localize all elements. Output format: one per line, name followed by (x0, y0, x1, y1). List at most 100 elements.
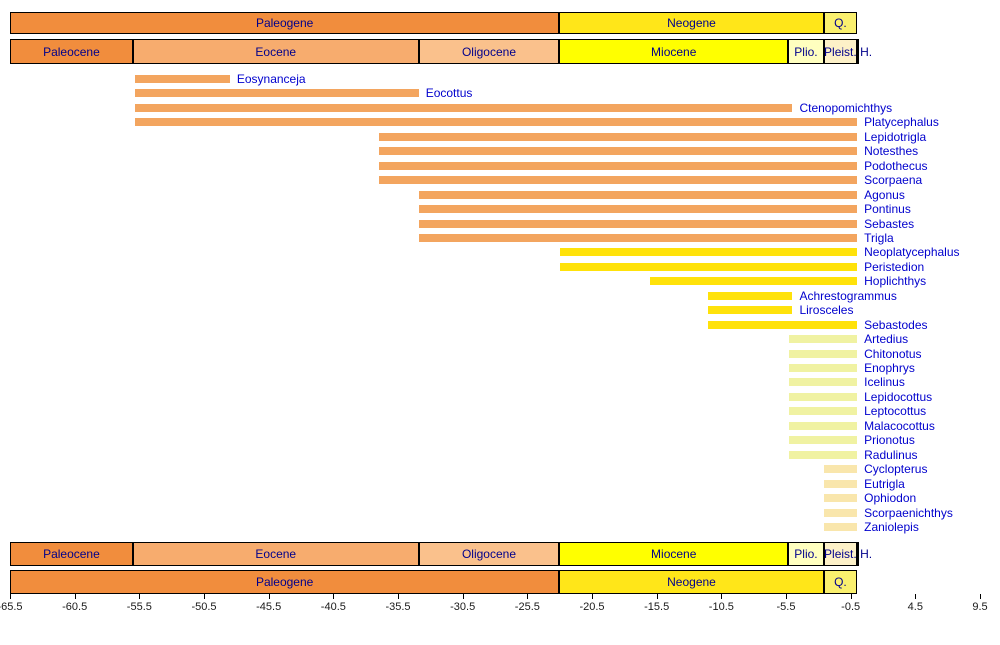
epoch-bottom-pleist-label: Pleist. (824, 547, 857, 561)
epoch-top-plio-box: Plio. (788, 39, 824, 64)
taxon-label-radulinus: Radulinus (864, 447, 918, 462)
taxon-label-pontinus: Pontinus (864, 202, 911, 217)
taxon-range-bar-sebastodes (708, 320, 858, 329)
taxon-label-lirosceles: Lirosceles (799, 303, 854, 318)
epoch-top-eocene-label: Eocene (255, 44, 297, 59)
taxon-label-trigla: Trigla (864, 230, 894, 245)
taxon-range-bar-agonus (418, 190, 858, 199)
taxon-label-scorpaena: Scorpaena (864, 173, 923, 188)
epoch-top-oligocene-box: Oligocene (418, 39, 560, 64)
taxon-range-bar-prionotus (788, 436, 858, 445)
taxon-range-bar-chitonotus (788, 349, 858, 358)
axis-tick-label: -20.5 (579, 601, 605, 613)
taxon-label-prionotus: Prionotus (864, 433, 915, 448)
taxon-range-bar-platycephalus (135, 118, 858, 127)
taxon-label-leptocottus: Leptocottus (864, 404, 927, 419)
taxon-range-bar-artedius (788, 335, 858, 344)
taxon-range-bar-lirosceles (708, 306, 793, 315)
taxon-label-podothecus: Podothecus (864, 158, 928, 173)
epoch-top-miocene-label: Miocene (651, 44, 697, 59)
taxon-range-bar-hoplichthys (650, 277, 858, 286)
axis-tick (204, 594, 205, 599)
period-top-paleogene-label: Paleogene (255, 16, 314, 30)
taxon-range-bar-radulinus (788, 450, 858, 459)
taxon-label-ctenopomichthys: Ctenopomichthys (799, 100, 893, 115)
taxon-label-agonus: Agonus (864, 187, 905, 202)
axis-tick-label: -25.5 (514, 601, 540, 613)
taxon-range-bar-podothecus (378, 161, 858, 170)
taxon-label-eutrigla: Eutrigla (864, 476, 905, 491)
axis-tick-label: -30.5 (450, 601, 476, 613)
period-top-paleogene-box: Paleogene (10, 12, 560, 34)
axis-tick (74, 594, 76, 599)
epoch-top-h-label: H. (860, 44, 873, 59)
taxon-label-eocottus: Eocottus (425, 86, 473, 101)
taxon-range-bar-eutrigla (823, 479, 858, 488)
taxon-label-neoplatycephalus: Neoplatycephalus (864, 245, 960, 260)
taxon-label-eosynanceja: Eosynanceja (236, 72, 306, 86)
epoch-top-oligocene-label: Oligocene (461, 44, 516, 59)
axis-tick-label: 4.5 (907, 601, 923, 613)
axis-tick (10, 594, 11, 599)
epoch-bottom-plio-label: Plio. (794, 547, 818, 561)
taxon-label-malacocottus: Malacocottus (864, 418, 935, 433)
taxon-label-achrestogrammus: Achrestogrammus (799, 288, 897, 303)
taxon-range-bar-lepidotrigla (378, 132, 858, 141)
axis-tick (527, 594, 529, 599)
taxon-label-peristedion: Peristedion (864, 259, 925, 274)
axis-tick-label: -65.5 (0, 601, 23, 613)
epoch-bottom-oligocene-label: Oligocene (461, 547, 516, 561)
epoch-bottom-h-label: H. (860, 547, 873, 561)
axis-tick-label: -0.5 (841, 601, 861, 613)
taxon-label-enophrys: Enophrys (864, 361, 915, 375)
period-bottom-q-box: Q. (823, 570, 858, 594)
taxon-label-sebastodes: Sebastodes (864, 317, 928, 332)
axis-tick (786, 594, 787, 599)
epoch-bottom-paleocene-label: Paleocene (43, 547, 100, 561)
taxon-label-chitonotus: Chitonotus (864, 346, 922, 361)
axis-tick (592, 594, 593, 599)
axis-tick (721, 594, 723, 599)
taxon-range-bar-achrestogrammus (708, 291, 793, 300)
taxon-label-artedius: Artedius (864, 332, 909, 347)
axis-tick-label: -5.5 (776, 601, 796, 613)
axis-tick (462, 594, 464, 599)
taxon-range-bar-scorpaena (378, 176, 858, 185)
taxon-range-bar-cyclopterus (823, 465, 858, 474)
axis-tick-label: -55.5 (126, 601, 152, 613)
taxon-range-bar-zaniolepis (823, 522, 858, 531)
axis-tick-label: -60.5 (62, 601, 88, 613)
axis-tick-label: -35.5 (385, 601, 411, 613)
epoch-bottom-miocene-box: Miocene (559, 542, 789, 566)
taxon-label-platycephalus: Platycephalus (864, 115, 939, 130)
epoch-bottom-eocene-box: Eocene (132, 542, 419, 566)
taxon-label-cyclopterus: Cyclopterus (864, 462, 928, 477)
axis-tick-label: -15.5 (644, 601, 670, 613)
taxon-label-sebastes: Sebastes (864, 216, 915, 231)
taxon-range-bar-ophiodon (823, 494, 858, 503)
taxon-range-bar-scorpaenichthys (823, 508, 858, 517)
period-top-q-label: Q. (834, 16, 847, 30)
taxon-label-icelinus: Icelinus (864, 375, 905, 390)
taxon-range-bar-neoplatycephalus (559, 248, 858, 257)
axis-tick (139, 594, 141, 599)
period-bottom-neogene-label: Neogene (667, 575, 716, 589)
epoch-bottom-oligocene-box: Oligocene (418, 542, 560, 566)
epoch-bottom-plio-box: Plio. (788, 542, 824, 566)
axis-tick (850, 594, 852, 599)
epoch-top-pleist-box: Pleist. (823, 39, 857, 64)
taxon-range-bar-enophrys (788, 364, 858, 372)
epoch-bottom-paleocene-box: Paleocene (10, 542, 133, 566)
axis-tick (656, 594, 658, 599)
axis-tick (980, 594, 981, 599)
taxon-range-bar-ctenopomichthys (135, 103, 793, 112)
taxon-label-zaniolepis: Zaniolepis (864, 519, 919, 534)
epoch-top-paleocene-label: Paleocene (43, 44, 100, 59)
axis-tick-label: -45.5 (256, 601, 282, 613)
period-bottom-paleogene-box: Paleogene (10, 570, 560, 594)
taxon-range-bar-malacocottus (788, 421, 858, 430)
taxon-label-notesthes: Notesthes (864, 144, 919, 159)
epoch-top-eocene-box: Eocene (132, 39, 419, 64)
period-top-neogene-box: Neogene (559, 12, 824, 34)
